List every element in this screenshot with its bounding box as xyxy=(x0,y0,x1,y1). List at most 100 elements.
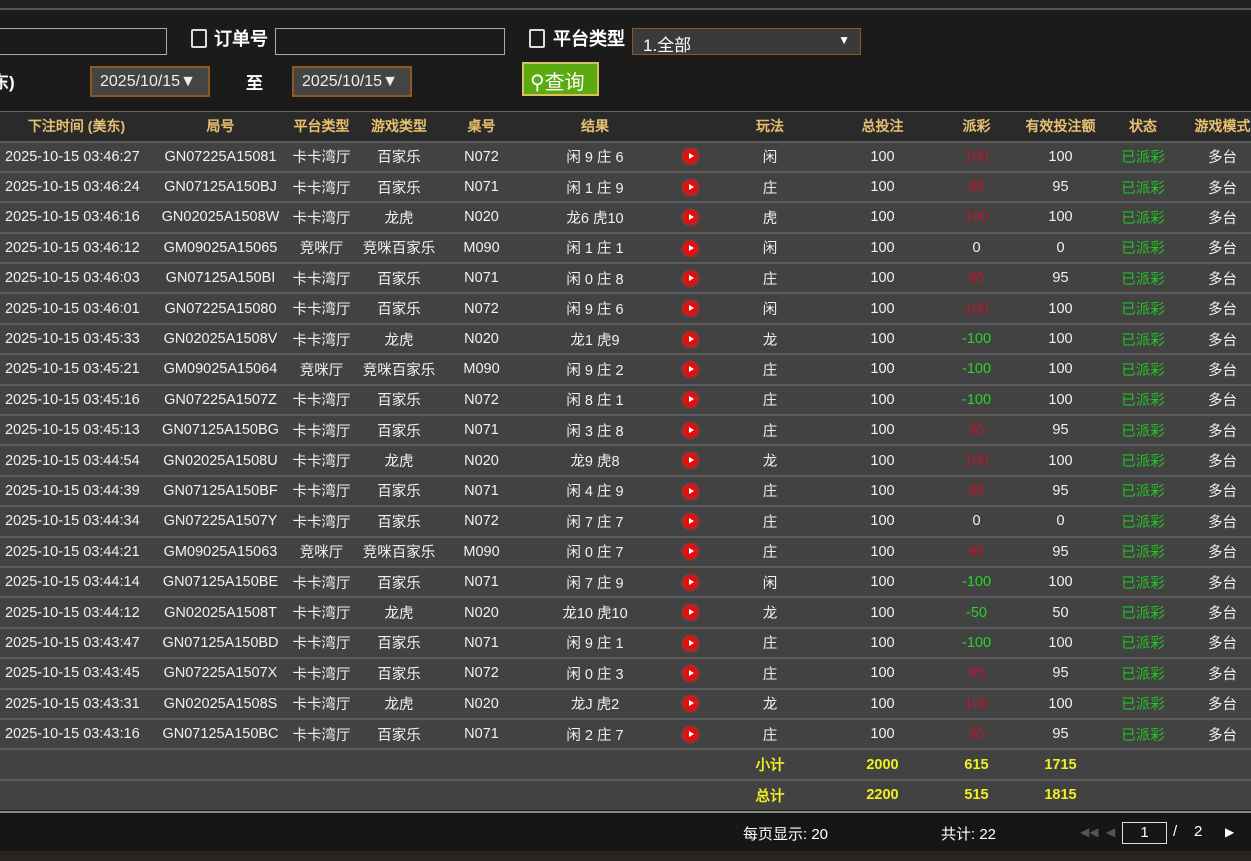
play-video-icon[interactable] xyxy=(682,514,698,530)
table-no-cell: N071 xyxy=(443,565,520,598)
play-video-icon[interactable] xyxy=(682,666,698,681)
date-from-picker[interactable]: 2025/10/15▼ xyxy=(90,66,210,97)
play-video-icon[interactable] xyxy=(682,392,698,408)
play-video-icon[interactable] xyxy=(682,240,698,256)
bet-time-cell: 2025-10-15 03:44:39 xyxy=(0,474,153,507)
total-bet-cell: 100 xyxy=(830,657,935,689)
play-video-icon[interactable] xyxy=(682,149,698,165)
video-cell xyxy=(670,262,710,294)
bet-time-cell: 2025-10-15 03:44:14 xyxy=(0,565,153,598)
platform-cell: 卡卡湾厅 xyxy=(288,292,355,324)
round-id-cell: GN07225A15081 xyxy=(153,140,288,172)
game-type-cell: 龙虎 xyxy=(355,322,443,355)
prev-page-icon[interactable]: ◀ xyxy=(1106,825,1116,839)
play-video-icon[interactable] xyxy=(682,574,698,590)
status-cell: 已派彩 xyxy=(1103,353,1183,385)
game-mode-cell: 多台 xyxy=(1183,717,1251,750)
empty-cell xyxy=(355,778,443,811)
play-video-icon[interactable] xyxy=(682,179,698,195)
play-video-icon[interactable] xyxy=(682,726,698,742)
first-page-icon[interactable]: ◀◀ xyxy=(1080,825,1099,839)
play-video-icon[interactable] xyxy=(682,331,698,347)
query-button[interactable]: ⚲查询 xyxy=(522,62,599,96)
play-video-icon[interactable] xyxy=(682,422,698,438)
empty-cell xyxy=(288,748,355,780)
game-mode-cell: 多台 xyxy=(1183,565,1251,598)
empty-cell xyxy=(443,778,520,811)
play-cell: 庄 xyxy=(710,170,830,203)
empty-cell xyxy=(0,748,153,780)
valid-bet-cell: 100 xyxy=(1018,201,1103,233)
platform-select[interactable]: 1.全部 ▼ xyxy=(632,28,861,55)
valid-bet-cell: 95 xyxy=(1018,657,1103,689)
platform-cell: 卡卡湾厅 xyxy=(288,444,355,476)
next-page-icon[interactable]: ▶ xyxy=(1225,825,1235,839)
table-no-cell: N071 xyxy=(443,414,520,446)
bet-time-cell: 2025-10-15 03:44:54 xyxy=(0,444,153,476)
empty-cell xyxy=(0,778,153,811)
total-count: 共计: 22 xyxy=(941,826,997,843)
round-id-cell: GN02025A1508U xyxy=(153,444,288,476)
video-cell xyxy=(670,535,710,567)
empty-cell xyxy=(670,778,710,811)
bet-time-cell: 2025-10-15 03:46:12 xyxy=(0,231,153,264)
play-cell: 庄 xyxy=(710,717,830,750)
page-input[interactable]: 1 xyxy=(1122,822,1167,844)
grandtotal-payout: 515 xyxy=(935,778,1018,811)
header-game-mode: 游戏模式 xyxy=(1183,111,1251,142)
video-cell xyxy=(670,353,710,385)
list-icon xyxy=(529,29,545,48)
table-row: 2025-10-15 03:44:54 GN02025A1508U 卡卡湾厅 龙虎 N0… xyxy=(0,444,1251,476)
play-video-icon[interactable] xyxy=(682,362,698,378)
platform-cell: 卡卡湾厅 xyxy=(288,505,355,537)
play-video-icon[interactable] xyxy=(682,605,698,621)
header-video xyxy=(670,111,710,142)
result-cell: 闲 0 庄 8 xyxy=(520,262,670,294)
play-video-icon[interactable] xyxy=(682,696,698,712)
game-type-cell: 百家乐 xyxy=(355,657,443,689)
valid-bet-cell: 100 xyxy=(1018,353,1103,385)
play-video-icon[interactable] xyxy=(682,210,698,226)
video-cell xyxy=(670,687,710,719)
status-cell: 已派彩 xyxy=(1103,596,1183,628)
play-video-icon[interactable] xyxy=(682,635,698,651)
payout-cell: 95 xyxy=(935,657,1018,689)
table-no-cell: N071 xyxy=(443,626,520,659)
payout-cell: -50 xyxy=(935,596,1018,628)
valid-bet-cell: 100 xyxy=(1018,565,1103,598)
play-video-icon[interactable] xyxy=(682,301,698,317)
payout-cell: 100 xyxy=(935,444,1018,476)
total-bet-cell: 100 xyxy=(830,262,935,294)
play-video-icon[interactable] xyxy=(682,544,698,560)
platform-cell: 卡卡湾厅 xyxy=(288,657,355,689)
table-no-cell: N071 xyxy=(443,717,520,750)
play-video-icon[interactable] xyxy=(682,453,698,469)
game-type-cell: 龙虎 xyxy=(355,444,443,476)
round-id-cell: GN07225A15080 xyxy=(153,292,288,324)
grandtotal-label: 总计 xyxy=(710,778,830,811)
date-to-picker[interactable]: 2025/10/15▼ xyxy=(292,66,412,97)
play-video-icon[interactable] xyxy=(682,270,698,286)
play-video-icon[interactable] xyxy=(682,483,698,499)
subtotal-payout: 615 xyxy=(935,748,1018,780)
platform-selected: 1.全部 xyxy=(643,36,692,55)
payout-cell: 100 xyxy=(935,292,1018,324)
search-input[interactable] xyxy=(0,28,167,55)
status-cell: 已派彩 xyxy=(1103,444,1183,476)
order-number-input[interactable] xyxy=(275,28,505,55)
header-game-type: 游戏类型 xyxy=(355,111,443,142)
table-row: 2025-10-15 03:44:34 GN07225A1507Y 卡卡湾厅 百家乐 N… xyxy=(0,505,1251,537)
result-cell: 闲 7 庄 9 xyxy=(520,565,670,598)
game-type-cell: 百家乐 xyxy=(355,414,443,446)
empty-cell xyxy=(443,748,520,780)
payout-cell: 95 xyxy=(935,414,1018,446)
header-payout: 派彩 xyxy=(935,111,1018,142)
status-cell: 已派彩 xyxy=(1103,170,1183,203)
result-cell: 龙10 虎10 xyxy=(520,596,670,628)
table-row: 2025-10-15 03:46:27 GN07225A15081 卡卡湾厅 百家乐 N… xyxy=(0,140,1251,172)
bet-time-cell: 2025-10-15 03:46:27 xyxy=(0,140,153,172)
empty-cell xyxy=(288,778,355,811)
game-type-cell: 百家乐 xyxy=(355,140,443,172)
valid-bet-cell: 100 xyxy=(1018,292,1103,324)
total-bet-cell: 100 xyxy=(830,322,935,355)
